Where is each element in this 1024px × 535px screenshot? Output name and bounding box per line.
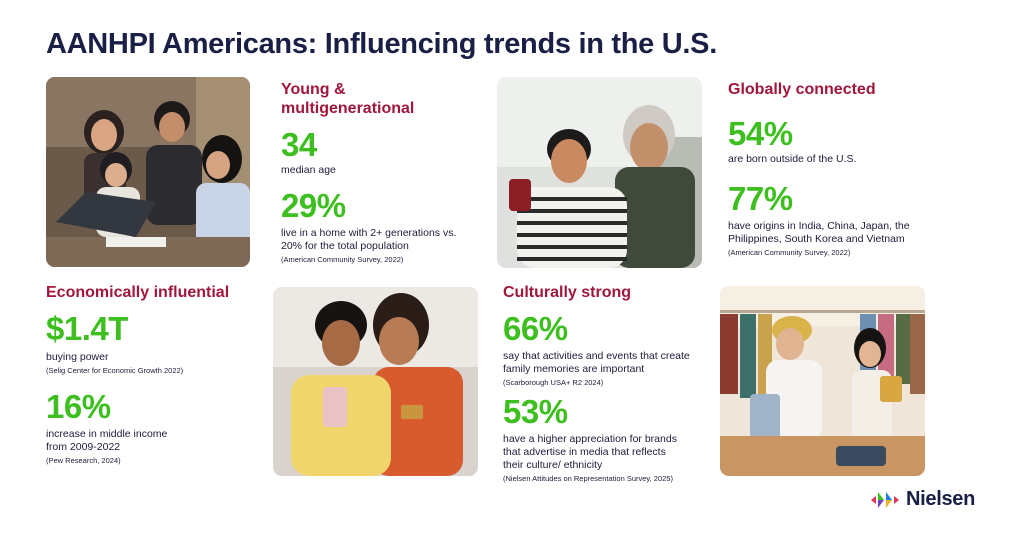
buying-power-source: (Selig Center for Economic Growth 2022) xyxy=(46,366,184,375)
origins-desc: have origins in India, China, Japan, the… xyxy=(728,220,910,245)
men-laughing-photo xyxy=(497,77,702,268)
middle-income-desc: increase in middle income from 2009-2022 xyxy=(46,428,168,453)
middle-income-stat: 16% xyxy=(46,388,111,425)
culturally-strong-section: Culturally strong 66% say that activitie… xyxy=(503,283,708,484)
nielsen-logo-text: Nielsen xyxy=(906,488,976,510)
buying-power-desc: buying power xyxy=(46,351,109,363)
family-memories-source: (Scarborough USA+ R2 2024) xyxy=(503,378,604,387)
economically-influential-section: Economically influential $1.4T buying po… xyxy=(46,283,246,466)
cultural-heading: Culturally strong xyxy=(503,284,632,301)
brand-appreciation-desc: have a higher appreciation for brands th… xyxy=(503,433,677,471)
page-title: AANHPI Americans: Influencing trends in … xyxy=(46,28,717,60)
global-source: (American Community Survey, 2022) xyxy=(728,248,851,257)
nielsen-logo: Nielsen xyxy=(870,488,975,511)
nielsen-logo-icon xyxy=(871,491,899,508)
multigen-home-stat: 29% xyxy=(281,187,346,224)
median-age-desc: median age xyxy=(281,164,336,176)
origins-stat: 77% xyxy=(728,180,793,217)
economic-heading: Economically influential xyxy=(46,284,230,301)
family-memories-desc: say that activities and events that crea… xyxy=(503,350,690,375)
global-heading: Globally connected xyxy=(728,81,876,98)
median-age-stat: 34 xyxy=(281,126,317,163)
buying-power-stat: $1.4T xyxy=(46,310,128,347)
young-heading: Young & multigenerational xyxy=(281,81,415,117)
middle-income-source: (Pew Research, 2024) xyxy=(46,456,121,465)
couple-phone-photo xyxy=(273,287,478,476)
globally-connected-section: Globally connected 54% are born outside … xyxy=(728,80,928,258)
born-outside-stat: 54% xyxy=(728,115,793,152)
brand-appreciation-stat: 53% xyxy=(503,393,568,430)
students-laptop-photo xyxy=(46,77,250,267)
young-source: (American Community Survey, 2022) xyxy=(281,255,404,264)
brand-appreciation-source: (Nielsen Attitudes on Representation Sur… xyxy=(503,474,673,483)
shopping-photo xyxy=(720,286,925,476)
born-outside-desc: are born outside of the U.S. xyxy=(728,153,857,165)
family-memories-stat: 66% xyxy=(503,310,568,347)
multigen-home-desc: live in a home with 2+ generations vs. 2… xyxy=(281,227,457,252)
young-multigenerational-section: Young & multigenerational 34 median age … xyxy=(281,80,481,265)
